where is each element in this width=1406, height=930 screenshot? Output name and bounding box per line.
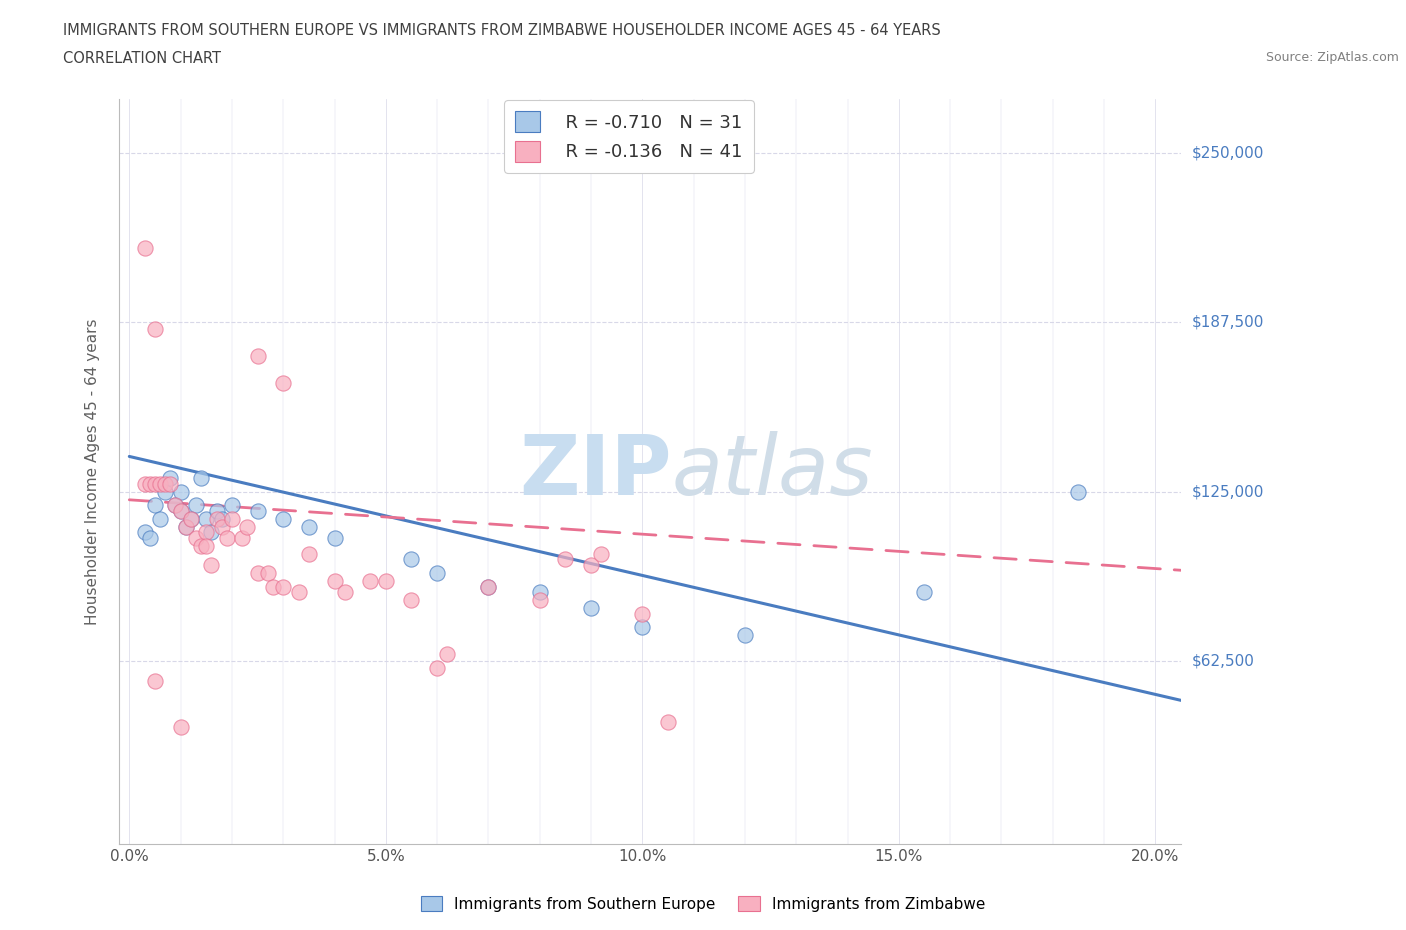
Point [246,349,269,364]
Point [436,647,458,662]
Point [657,714,679,729]
Point [271,579,294,594]
Point [211,520,233,535]
Point [271,376,294,391]
Point [169,503,191,518]
Point [271,512,294,526]
Point [221,512,243,526]
Point [426,660,449,675]
Point [734,628,756,643]
Point [287,585,309,600]
Point [174,520,197,535]
Y-axis label: Householder Income Ages 45 - 64 years: Householder Income Ages 45 - 64 years [86,318,100,625]
Point [149,512,172,526]
Point [374,574,396,589]
Point [298,520,321,535]
Point [579,601,602,616]
Point [184,530,207,545]
Point [195,538,218,553]
Point [143,674,166,689]
Point [591,547,613,562]
Point [190,471,212,485]
Point [195,525,218,539]
Text: $62,500: $62,500 [1192,654,1256,669]
Point [169,485,191,499]
Point [426,565,449,580]
Text: atlas: atlas [671,431,873,512]
Point [215,530,238,545]
Point [323,574,346,589]
Point [1067,485,1090,499]
Point [205,503,228,518]
Point [262,579,284,594]
Point [200,525,222,539]
Point [134,240,156,255]
Point [139,476,162,491]
Text: $187,500: $187,500 [1192,314,1264,330]
Legend: Immigrants from Southern Europe, Immigrants from Zimbabwe: Immigrants from Southern Europe, Immigra… [415,889,991,918]
Point [143,498,166,512]
Point [155,485,177,499]
Point [143,322,166,337]
Legend:   R = -0.710   N = 31,   R = -0.136   N = 41: R = -0.710 N = 31, R = -0.136 N = 41 [503,100,754,173]
Text: $125,000: $125,000 [1192,485,1264,499]
Point [139,530,162,545]
Point [477,579,499,594]
Point [221,498,243,512]
Point [200,557,222,572]
Point [159,471,181,485]
Text: ZIP: ZIP [519,431,671,512]
Point [149,476,172,491]
Point [155,476,177,491]
Point [165,498,187,512]
Point [159,476,181,491]
Point [180,512,202,526]
Point [184,498,207,512]
Point [529,592,551,607]
Point [256,565,278,580]
Point [246,565,269,580]
Point [246,503,269,518]
Point [143,476,166,491]
Point [323,530,346,545]
Point [169,720,191,735]
Point [359,574,381,589]
Point [477,579,499,594]
Point [231,530,253,545]
Text: IMMIGRANTS FROM SOUTHERN EUROPE VS IMMIGRANTS FROM ZIMBABWE HOUSEHOLDER INCOME A: IMMIGRANTS FROM SOUTHERN EUROPE VS IMMIG… [63,23,941,38]
Point [190,538,212,553]
Text: $250,000: $250,000 [1192,145,1264,160]
Point [554,552,576,567]
Point [134,476,156,491]
Point [298,547,321,562]
Point [579,557,602,572]
Text: CORRELATION CHART: CORRELATION CHART [63,51,221,66]
Point [914,585,936,600]
Point [333,585,356,600]
Point [401,552,423,567]
Point [134,525,156,539]
Point [529,585,551,600]
Point [211,512,233,526]
Point [180,512,202,526]
Point [195,512,218,526]
Point [205,512,228,526]
Point [401,592,423,607]
Point [165,498,187,512]
Point [631,606,654,621]
Point [236,520,259,535]
Point [169,503,191,518]
Point [631,619,654,634]
Text: Source: ZipAtlas.com: Source: ZipAtlas.com [1265,51,1399,64]
Point [174,520,197,535]
